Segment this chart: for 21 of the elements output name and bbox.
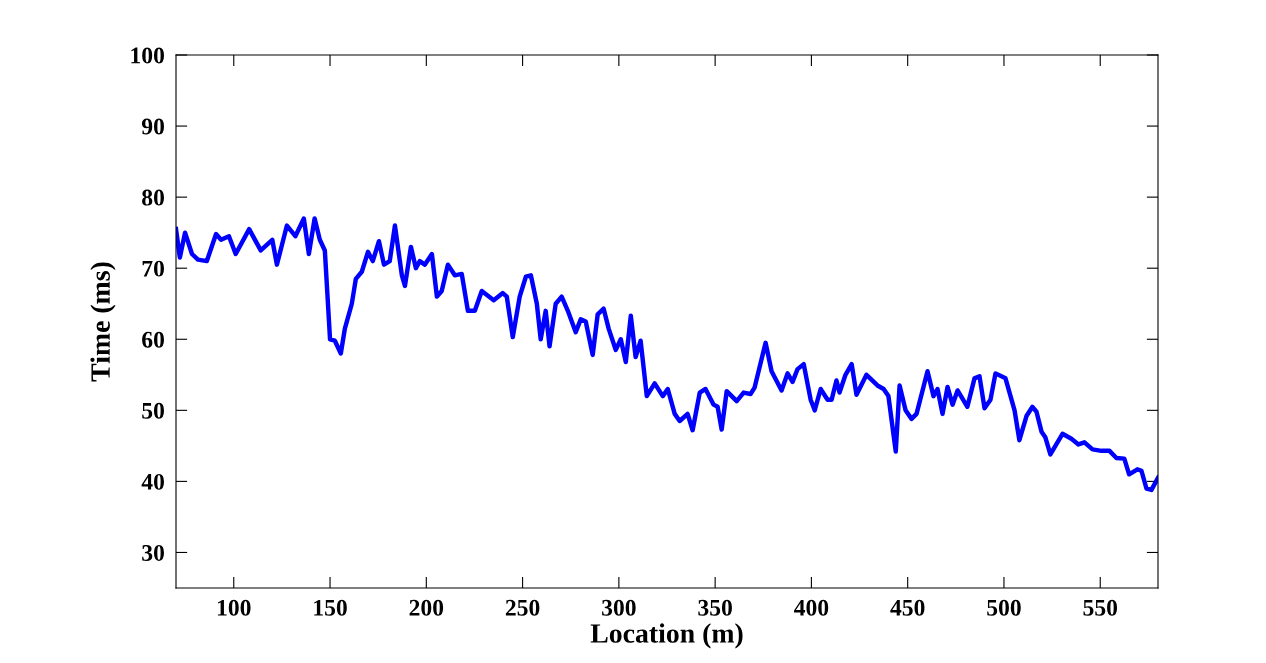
x-tick-label: 550: [1083, 599, 1118, 616]
x-tick-label: 250: [505, 599, 540, 616]
x-tick-label: 450: [890, 599, 925, 616]
x-tick-label: 200: [409, 599, 444, 616]
y-tick-label: 40: [141, 473, 164, 490]
x-tick-label: 100: [217, 599, 251, 616]
x-tick-label: 500: [987, 599, 1021, 616]
y-tick-label: 70: [142, 260, 164, 277]
x-tick-label: 350: [698, 599, 732, 616]
line-series: [176, 216, 1158, 493]
x-tick-label: 150: [314, 599, 347, 616]
x-axis-title: Location (m): [590, 623, 743, 649]
y-tick-label: 30: [142, 544, 164, 561]
x-tick-label: 300: [602, 599, 636, 616]
y-axis-title: Time (ms): [90, 262, 116, 382]
y-tick-label: 100: [131, 47, 164, 64]
y-tick-label: 80: [142, 189, 164, 206]
x-tick-label: 400: [794, 599, 829, 616]
y-tick-label: 60: [142, 331, 164, 348]
y-tick-label: 90: [141, 118, 164, 135]
y-tick-label: 50: [142, 402, 164, 419]
